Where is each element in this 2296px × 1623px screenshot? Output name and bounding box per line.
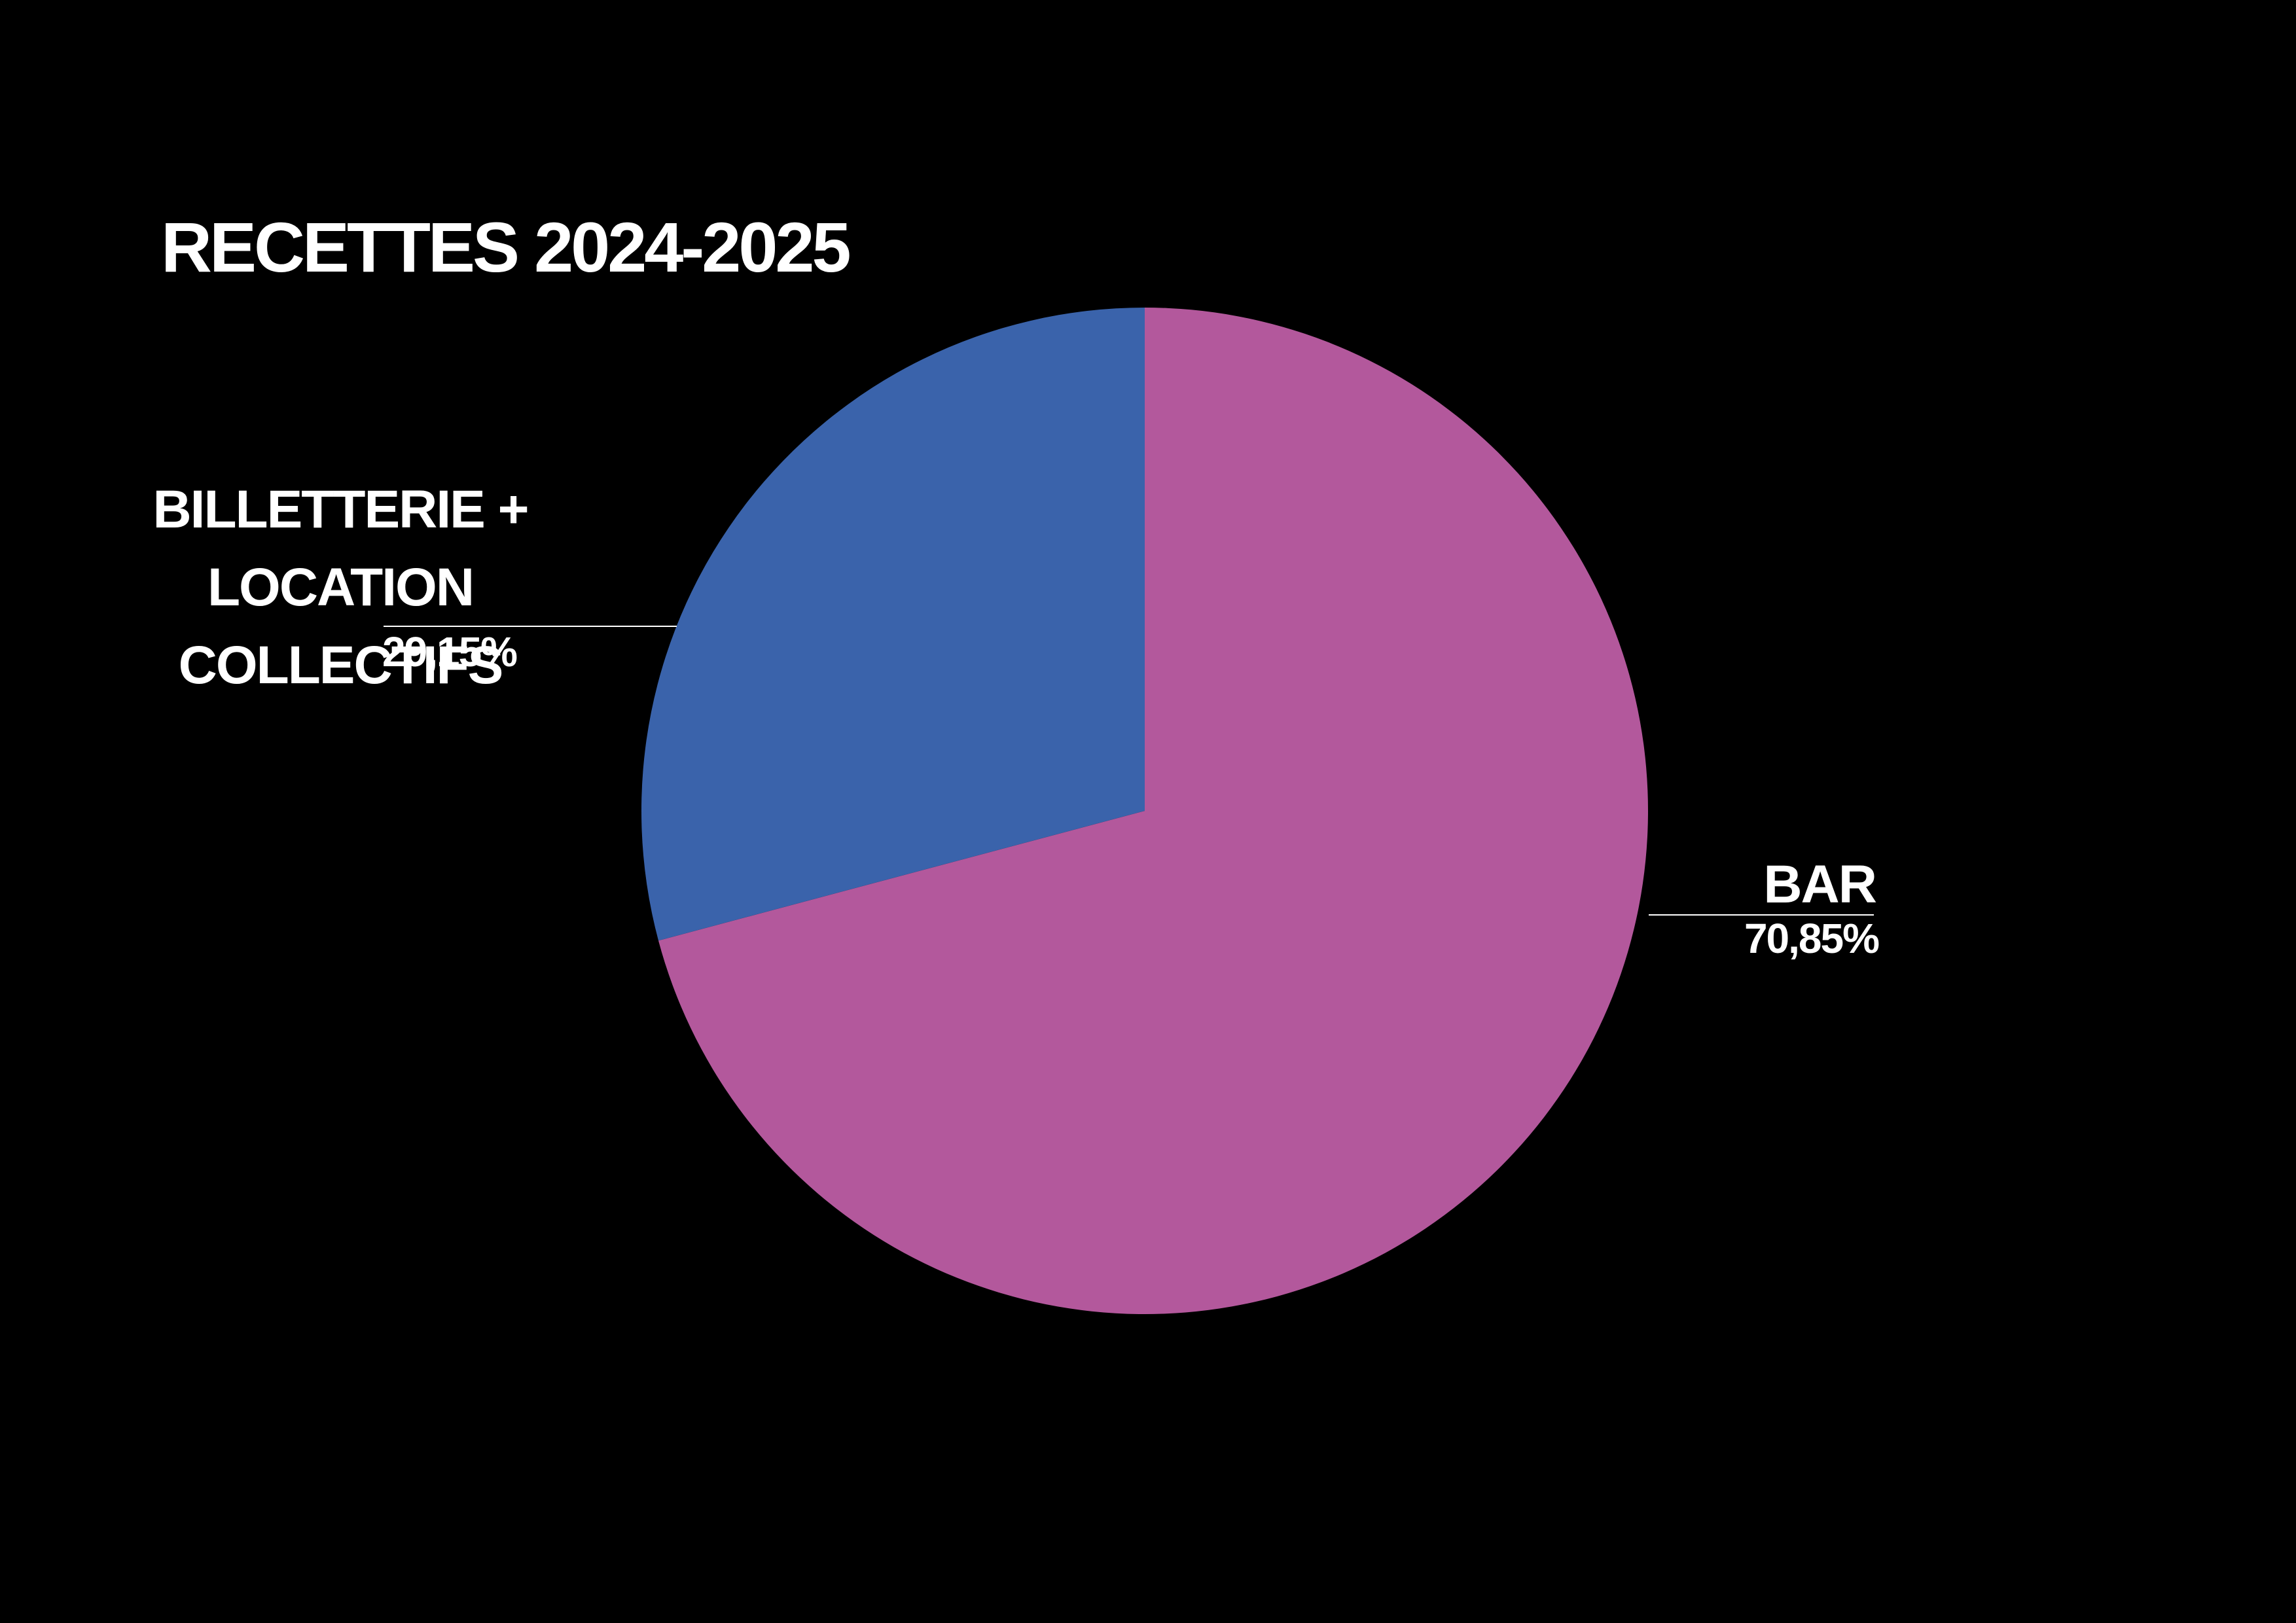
value-label: 70,85%	[1744, 915, 1880, 962]
pie-slice	[658, 308, 1648, 1314]
slice-label: BILLETTERIE + LOCATION COLLECTIFS	[152, 480, 529, 695]
value-label: 29,15%	[382, 628, 518, 675]
slice-label: BAR	[1763, 855, 1877, 914]
pie-slice	[641, 308, 1145, 941]
chart-title: RECETTES 2024-2025	[161, 207, 852, 287]
